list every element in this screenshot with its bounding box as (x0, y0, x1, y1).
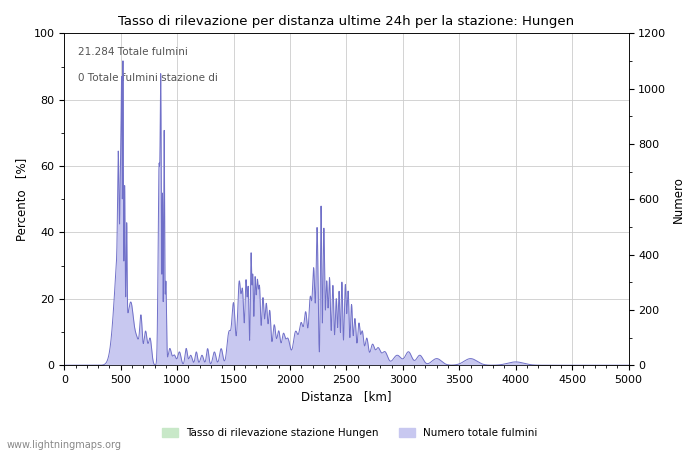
Text: 21.284 Totale fulmini: 21.284 Totale fulmini (78, 47, 188, 57)
Text: 0 Totale fulmini stazione di: 0 Totale fulmini stazione di (78, 73, 218, 83)
Y-axis label: Percento   [%]: Percento [%] (15, 158, 28, 241)
Text: www.lightningmaps.org: www.lightningmaps.org (7, 440, 122, 450)
X-axis label: Distanza   [km]: Distanza [km] (301, 391, 392, 404)
Title: Tasso di rilevazione per distanza ultime 24h per la stazione: Hungen: Tasso di rilevazione per distanza ultime… (118, 15, 575, 28)
Legend: Tasso di rilevazione stazione Hungen, Numero totale fulmini: Tasso di rilevazione stazione Hungen, Nu… (158, 424, 542, 442)
Y-axis label: Numero: Numero (672, 176, 685, 223)
